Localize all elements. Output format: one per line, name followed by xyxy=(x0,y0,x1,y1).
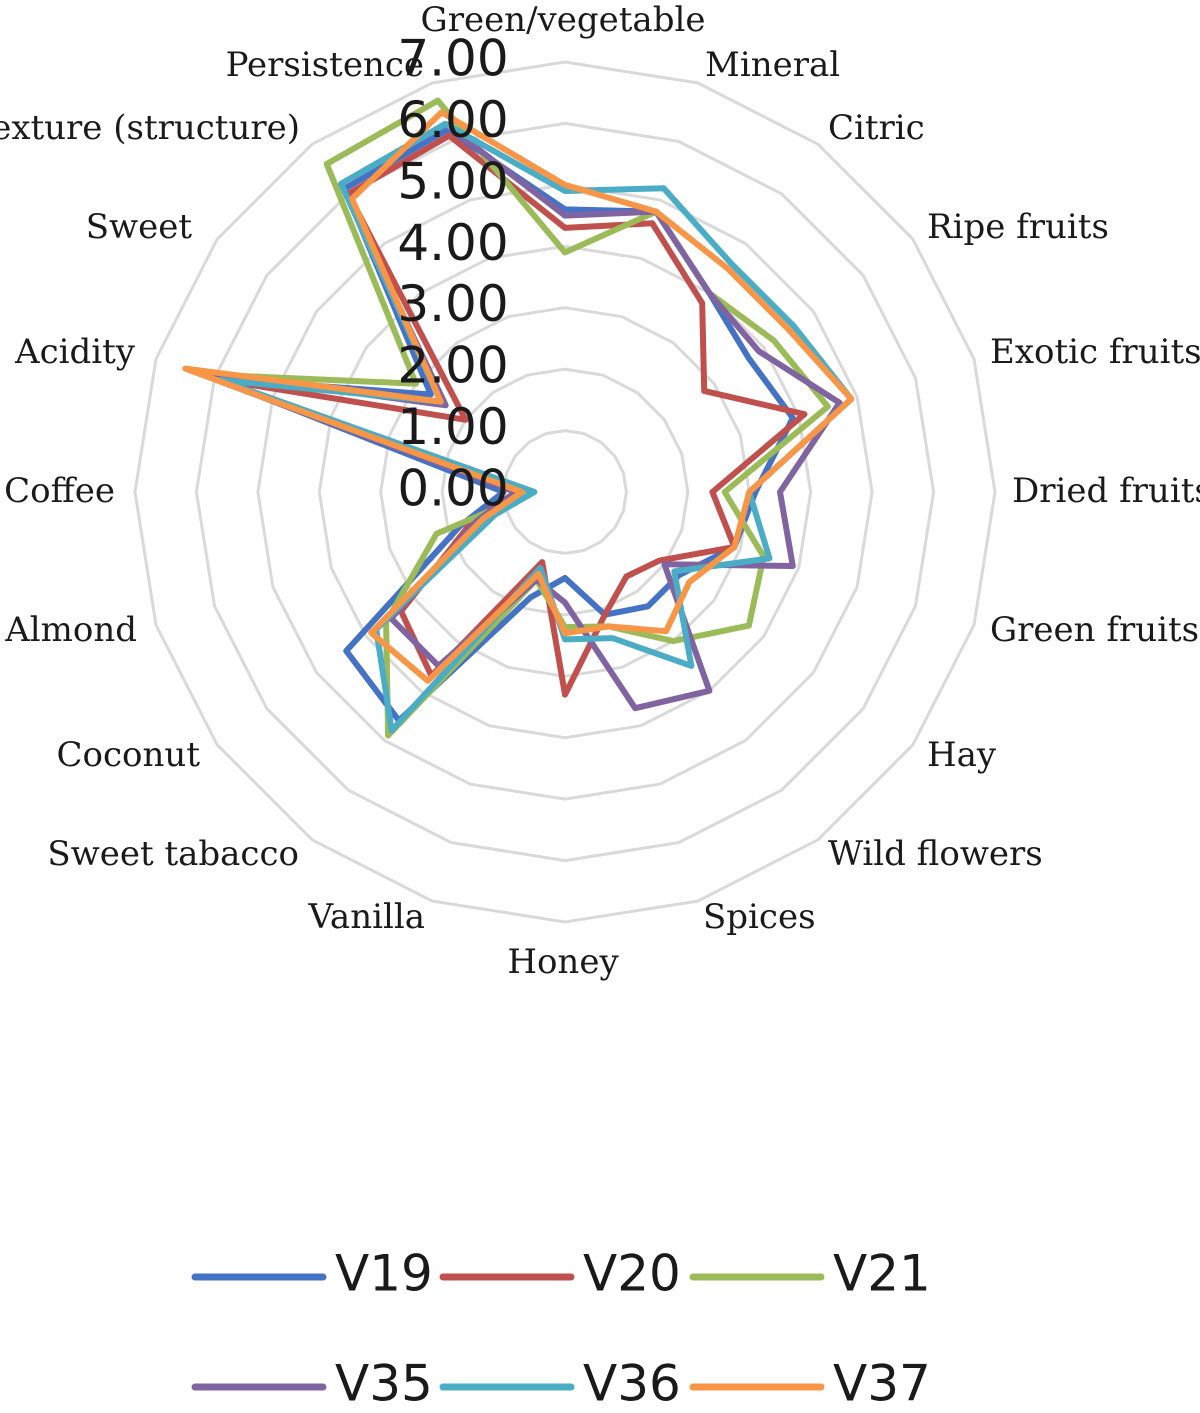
radar-grid xyxy=(133,60,997,924)
legend-item: V35 xyxy=(191,1355,433,1413)
legend: V19 V20 V21 V35 V36 V37 xyxy=(191,1245,931,1413)
grid-ring-7 xyxy=(133,60,997,924)
legend-label: V37 xyxy=(833,1355,931,1413)
axis-label: Ripe fruits xyxy=(927,207,1109,247)
series-v21-line xyxy=(199,97,831,739)
grid-ring-2 xyxy=(440,367,690,617)
axis-label: Persistence xyxy=(226,45,424,85)
axis-label: Mineral xyxy=(705,45,840,85)
tick-label: 3.00 xyxy=(397,275,508,333)
axis-label: Sweet xyxy=(86,207,193,247)
legend-item: V19 xyxy=(191,1245,433,1303)
legend-item: V21 xyxy=(689,1245,931,1303)
legend-label: V21 xyxy=(833,1245,931,1303)
axis-label: Almond xyxy=(4,610,137,650)
axis-label: Exotic fruits xyxy=(990,332,1200,372)
tick-label: 4.00 xyxy=(397,214,508,272)
legend-label: V20 xyxy=(583,1245,681,1303)
axis-label: Dried fruits xyxy=(1012,471,1200,511)
tick-label: 7.00 xyxy=(397,30,508,88)
axis-label: Acidity xyxy=(14,332,136,372)
tick-label: 6.00 xyxy=(397,91,508,149)
axis-labels: Green/vegetable Mineral Citric Ripe fruits E… xyxy=(0,0,1200,982)
series-v37-line xyxy=(182,109,855,684)
tick-label: 1.00 xyxy=(397,398,508,456)
axis-label: Green/vegetable xyxy=(421,0,706,40)
axis-label: Wild flowers xyxy=(828,834,1043,874)
grid-ring-4 xyxy=(317,244,813,740)
axis-label: Hay xyxy=(927,735,997,775)
axis-label: Coffee xyxy=(4,471,115,511)
series-v20-line xyxy=(217,132,808,698)
tick-labels: 0.001.002.003.004.005.006.007.00 xyxy=(397,30,508,518)
grid-ring-5 xyxy=(256,183,874,801)
legend-label: V19 xyxy=(335,1245,433,1303)
tick-label: 5.00 xyxy=(397,152,508,210)
radar-series xyxy=(182,97,855,739)
tick-label: 0.00 xyxy=(397,460,508,518)
legend-item: V20 xyxy=(439,1245,681,1303)
legend-label: V35 xyxy=(335,1355,433,1413)
axis-label: Vanilla xyxy=(308,897,426,937)
axis-label: Honey xyxy=(507,942,619,982)
grid-ring-6 xyxy=(194,121,936,863)
axis-label: Coconut xyxy=(57,735,201,775)
axis-label: Spices xyxy=(703,897,816,937)
axis-label: Texture (structure) xyxy=(0,108,300,148)
tick-label: 2.00 xyxy=(397,337,508,395)
axis-label: Green fruits xyxy=(990,610,1199,650)
axis-label: Citric xyxy=(828,108,925,148)
legend-item: V37 xyxy=(689,1355,931,1413)
legend-item: V36 xyxy=(439,1355,681,1413)
axis-label: Sweet tabacco xyxy=(47,834,299,874)
legend-label: V36 xyxy=(583,1355,681,1413)
grid-ring-1 xyxy=(502,429,628,555)
